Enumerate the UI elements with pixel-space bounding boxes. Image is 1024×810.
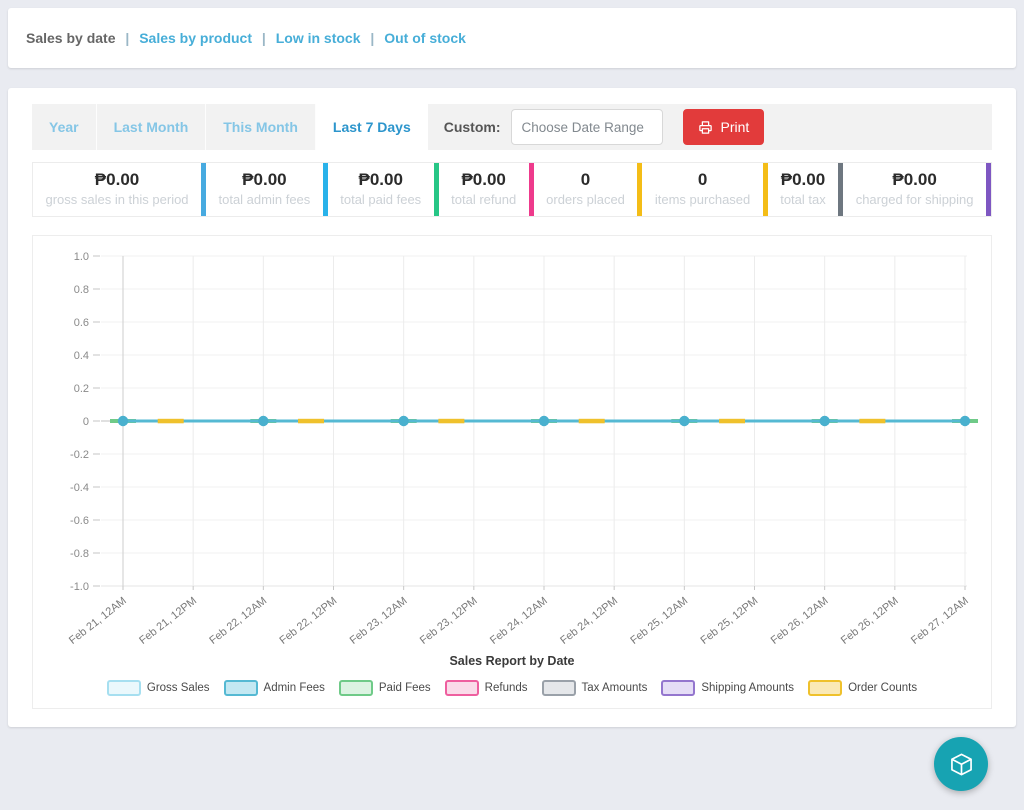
print-button[interactable]: Print: [683, 109, 765, 145]
svg-text:Feb 26, 12AM: Feb 26, 12AM: [769, 595, 831, 647]
legend-item-admin-fees: Admin Fees: [224, 680, 325, 696]
legend-item-tax-amounts: Tax Amounts: [542, 680, 648, 696]
stat-value: ₱0.00: [218, 170, 311, 190]
legend-label: Admin Fees: [264, 682, 325, 694]
svg-text:Feb 23, 12PM: Feb 23, 12PM: [418, 595, 480, 647]
legend-swatch: [445, 680, 479, 696]
stat-label: gross sales in this period: [45, 192, 189, 207]
date-range-input[interactable]: [511, 109, 663, 145]
chart-title: Sales Report by Date: [39, 654, 985, 668]
custom-label: Custom:: [444, 119, 501, 135]
stat-label: total paid fees: [340, 192, 422, 207]
stat-total-admin-fees: ₱0.00 total admin fees: [206, 163, 328, 216]
svg-text:Feb 24, 12PM: Feb 24, 12PM: [558, 595, 620, 647]
stat-label: charged for shipping: [855, 192, 974, 207]
svg-text:Feb 26, 12PM: Feb 26, 12PM: [839, 595, 901, 647]
legend-swatch: [339, 680, 373, 696]
legend-label: Gross Sales: [147, 682, 210, 694]
stat-items-purchased: 0 items purchased: [642, 163, 767, 216]
tab-last-month[interactable]: Last Month: [97, 104, 207, 150]
stat-label: orders placed: [546, 192, 626, 207]
legend-swatch: [808, 680, 842, 696]
svg-text:0: 0: [83, 416, 89, 428]
svg-text:Feb 25, 12PM: Feb 25, 12PM: [699, 595, 761, 647]
summary-stats-row: ₱0.00 gross sales in this period ₱0.00 tota…: [32, 162, 992, 217]
svg-text:Feb 25, 12AM: Feb 25, 12AM: [628, 595, 690, 647]
legend-swatch: [661, 680, 695, 696]
stat-label: total admin fees: [218, 192, 311, 207]
nav-links: | Sales by product | Low in stock | Out …: [116, 30, 466, 46]
legend-swatch: [107, 680, 141, 696]
svg-text:-0.8: -0.8: [70, 548, 89, 560]
svg-text:-0.2: -0.2: [70, 449, 89, 461]
legend-item-shipping-amounts: Shipping Amounts: [661, 680, 794, 696]
report-nav-bar: Sales by date | Sales by product | Low i…: [8, 8, 1016, 68]
svg-text:Feb 22, 12PM: Feb 22, 12PM: [278, 595, 340, 647]
nav-link-sales-by-product[interactable]: Sales by product: [139, 30, 252, 46]
chart-legend: Gross Sales Admin Fees Paid Fees Refunds Tax…: [39, 680, 985, 696]
svg-text:Feb 24, 12AM: Feb 24, 12AM: [488, 595, 550, 647]
nav-separator: |: [258, 30, 270, 46]
legend-label: Paid Fees: [379, 682, 431, 694]
stat-value: ₱0.00: [45, 170, 189, 190]
stat-value: ₱0.00: [451, 170, 517, 190]
chart-panel: 1.0 0.8 0.6 0.4 0.2 0 -0.2 -0.4 -0.6 -0.8 -1.0 Feb …: [32, 235, 992, 709]
stat-value: 0: [546, 170, 626, 190]
svg-text:Feb 21, 12PM: Feb 21, 12PM: [137, 595, 199, 647]
stat-orders-placed: 0 orders placed: [534, 163, 643, 216]
svg-text:0.6: 0.6: [74, 317, 89, 329]
tab-year[interactable]: Year: [32, 104, 97, 150]
legend-item-order-counts: Order Counts: [808, 680, 917, 696]
legend-item-gross-sales: Gross Sales: [107, 680, 210, 696]
svg-text:-0.6: -0.6: [70, 515, 89, 527]
svg-text:0.2: 0.2: [74, 383, 89, 395]
cube-icon: [948, 751, 975, 778]
printer-icon: [698, 120, 713, 135]
legend-label: Shipping Amounts: [701, 682, 794, 694]
legend-item-paid-fees: Paid Fees: [339, 680, 431, 696]
stat-value: ₱0.00: [780, 170, 826, 190]
legend-label: Order Counts: [848, 682, 917, 694]
stat-gross-sales-in-this-period: ₱0.00 gross sales in this period: [33, 163, 206, 216]
stat-total-refund: ₱0.00 total refund: [439, 163, 534, 216]
stat-total-tax: ₱0.00 total tax: [768, 163, 843, 216]
legend-label: Tax Amounts: [582, 682, 648, 694]
stat-label: total refund: [451, 192, 517, 207]
nav-separator: |: [122, 30, 134, 46]
tab-this-month[interactable]: This Month: [206, 104, 316, 150]
legend-item-refunds: Refunds: [445, 680, 528, 696]
svg-text:Feb 22, 12AM: Feb 22, 12AM: [207, 595, 269, 647]
stat-label: items purchased: [654, 192, 750, 207]
legend-swatch: [542, 680, 576, 696]
stat-total-paid-fees: ₱0.00 total paid fees: [328, 163, 439, 216]
nav-link-out-of-stock[interactable]: Out of stock: [384, 30, 466, 46]
stat-label: total tax: [780, 192, 826, 207]
custom-range-group: Custom: Print: [444, 109, 765, 145]
print-button-label: Print: [721, 119, 750, 135]
stat-value: ₱0.00: [340, 170, 422, 190]
svg-text:1.0: 1.0: [74, 251, 89, 263]
tab-last-7-days[interactable]: Last 7 Days: [316, 104, 428, 150]
sales-chart: 1.0 0.8 0.6 0.4 0.2 0 -0.2 -0.4 -0.6 -0.8 -1.0 Feb …: [39, 244, 991, 652]
nav-separator: |: [367, 30, 379, 46]
fab-products-button[interactable]: [934, 737, 988, 791]
svg-text:-0.4: -0.4: [70, 482, 89, 494]
stat-value: 0: [654, 170, 750, 190]
nav-sales-by-date: Sales by date: [26, 30, 116, 46]
svg-text:-1.0: -1.0: [70, 581, 89, 593]
nav-link-low-in-stock[interactable]: Low in stock: [276, 30, 361, 46]
stat-value: ₱0.00: [855, 170, 974, 190]
svg-text:0.4: 0.4: [74, 350, 89, 362]
svg-text:Feb 23, 12AM: Feb 23, 12AM: [348, 595, 410, 647]
svg-text:Feb 21, 12AM: Feb 21, 12AM: [67, 595, 129, 647]
legend-swatch: [224, 680, 258, 696]
svg-text:0.8: 0.8: [74, 284, 89, 296]
legend-label: Refunds: [485, 682, 528, 694]
stat-charged-for-shipping: ₱0.00 charged for shipping: [843, 163, 991, 216]
svg-text:Feb 27, 12AM: Feb 27, 12AM: [909, 595, 971, 647]
